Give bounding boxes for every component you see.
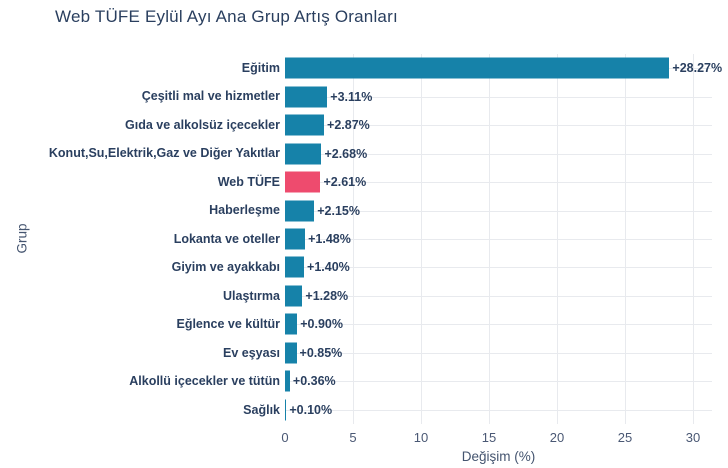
horizontal-gridline (285, 125, 712, 127)
horizontal-gridline (285, 96, 712, 98)
category-label: Web TÜFE (217, 174, 280, 189)
y-axis-category-labels: Eğitim Çeşitli mal ve hizmetler Gıda ve al… (0, 54, 282, 424)
horizontal-gridline (285, 324, 712, 326)
bar-row: +2.87% (285, 111, 712, 139)
bar-row: +0.90% (285, 310, 712, 338)
bar-value[interactable] (285, 86, 328, 108)
bar-value[interactable] (285, 200, 315, 222)
bar-highlight[interactable] (285, 171, 321, 193)
value-label: +1.48% (308, 231, 351, 246)
category-label: Lokanta ve oteller (173, 231, 280, 246)
bar-row: +1.28% (285, 282, 712, 310)
x-axis-title: Değişim (%) (461, 449, 536, 464)
value-label: +28.27% (672, 61, 723, 76)
category-label: Ulaştırma (223, 288, 280, 303)
bar-row: +0.10% (285, 396, 712, 424)
bar-row: +2.61% (285, 168, 712, 196)
bar-value[interactable] (285, 313, 298, 335)
horizontal-gridline (285, 267, 712, 269)
x-tick-label: 20 (549, 430, 565, 445)
horizontal-gridline (285, 381, 712, 383)
horizontal-gridline (285, 409, 712, 411)
bar-row: +3.11% (285, 82, 712, 110)
chart-title: Web TÜFE Eylül Ayı Ana Grup Artış Oranla… (55, 7, 398, 26)
bar-row: +1.40% (285, 253, 712, 281)
value-label: +2.61% (323, 175, 367, 190)
x-tick-label: 25 (617, 430, 633, 445)
bar-value[interactable] (285, 285, 303, 307)
value-label: +1.40% (307, 260, 350, 275)
x-tick-label: 15 (481, 430, 497, 445)
category-label: Sağlık (243, 402, 280, 417)
value-label: +2.68% (324, 146, 368, 161)
bar-value[interactable] (285, 342, 297, 364)
value-label: +2.15% (317, 203, 360, 218)
horizontal-gridline (285, 352, 712, 354)
plot-area: +28.27% +3.11% +2.87% +2.68% +2.61% +2.15% +1.… (285, 54, 722, 424)
bar-value[interactable] (285, 399, 287, 421)
horizontal-gridline (285, 153, 712, 155)
category-label: Haberleşme (209, 203, 280, 218)
bar-value[interactable] (285, 57, 670, 79)
horizontal-gridline (285, 182, 712, 184)
horizontal-gridline (285, 210, 712, 212)
value-label: +0.85% (299, 345, 343, 360)
bar-value[interactable] (285, 114, 325, 136)
value-label: +0.36% (292, 374, 336, 389)
bar-value[interactable] (285, 228, 306, 250)
category-label: Eğlence ve kültür (176, 317, 280, 332)
bar-value[interactable] (285, 256, 305, 278)
horizontal-gridline (285, 295, 712, 297)
bar-row: +1.48% (285, 225, 712, 253)
category-label: Ev eşyası (223, 345, 280, 360)
category-label: Konut,Su,Elektrik,Gaz ve Diğer Yakıtlar (48, 146, 280, 161)
category-label: Alkollü içecekler ve tütün (129, 374, 280, 389)
horizontal-gridline (285, 238, 712, 240)
x-tick-label: 30 (685, 430, 701, 445)
category-label: Eğitim (241, 61, 280, 75)
bar-row: +28.27% (285, 54, 722, 82)
category-label: Giyim ve ayakkabı (171, 260, 280, 275)
x-tick-label: 5 (349, 430, 357, 445)
value-label: +1.28% (305, 288, 349, 303)
bar-value[interactable] (285, 370, 290, 392)
bar-value[interactable] (285, 143, 322, 165)
value-label: +2.87% (327, 118, 370, 133)
bar-row: +2.15% (285, 196, 712, 224)
x-tick-label: 10 (413, 430, 429, 445)
category-label: Çeşitli mal ve hizmetler (141, 89, 280, 104)
bar-row: +2.68% (285, 139, 712, 167)
bar-row: +0.85% (285, 339, 712, 367)
value-label: +0.10% (289, 402, 333, 417)
category-label: Gıda ve alkolsüz içecekler (125, 117, 280, 132)
x-axis-ticks: 0 5 10 15 20 25 30 (281, 430, 712, 448)
value-label: +0.90% (300, 317, 343, 332)
x-tick-label: 0 (281, 430, 289, 445)
bar-row: +0.36% (285, 367, 712, 395)
value-label: +3.11% (330, 89, 373, 104)
